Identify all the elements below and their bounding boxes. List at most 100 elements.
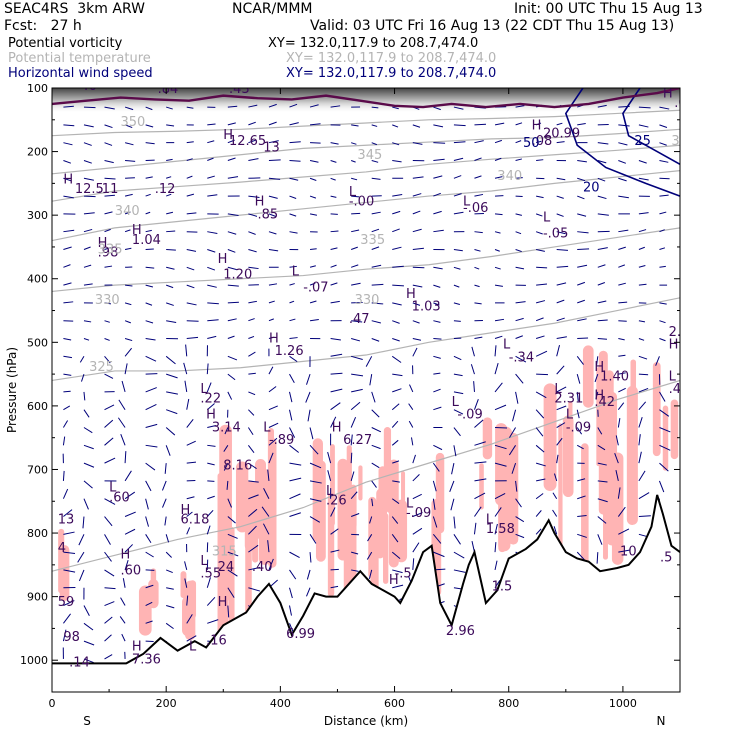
wind-arrow <box>63 338 72 341</box>
wind-arrow <box>186 141 194 144</box>
wind-arrow <box>365 356 373 367</box>
wind-arrow <box>408 403 414 410</box>
pv-shading-cell <box>670 399 679 460</box>
wind-arrow <box>638 387 649 393</box>
wind-arrow <box>83 480 93 489</box>
extremum-label: 6.99 <box>286 627 315 642</box>
wind-arrow <box>659 194 669 197</box>
wind-arrow <box>104 320 110 323</box>
wind-arrow <box>63 301 74 304</box>
wind-arrow <box>62 436 66 446</box>
wind-arrow <box>351 338 361 342</box>
wind-arrow <box>289 427 296 438</box>
y-tick-label: 100 <box>27 82 48 95</box>
wind-arrow <box>104 265 113 268</box>
wind-arrow <box>247 427 254 436</box>
extremum-label: H <box>132 223 142 238</box>
wind-arrow <box>330 300 340 304</box>
wind-arrow <box>63 600 75 606</box>
x-tick-label: 600 <box>384 697 405 710</box>
wind-arrow <box>432 498 436 510</box>
y-tick-label: 600 <box>27 400 48 413</box>
wind-arrow <box>268 452 274 464</box>
extremum-label: .22 <box>200 392 221 407</box>
x-axis-title: Distance (km) <box>324 714 408 728</box>
wind-arrow <box>207 175 215 179</box>
wind-arrow <box>659 142 667 146</box>
wind-arrow <box>166 284 174 289</box>
wind-arrow <box>474 441 486 446</box>
wind-arrow <box>166 106 173 110</box>
wind-arrow <box>412 320 420 324</box>
extremum-label: H <box>132 640 142 655</box>
wind-arrow <box>433 106 441 111</box>
pv-shading-cell <box>189 580 197 619</box>
wind-arrow <box>63 390 71 393</box>
wind-arrow <box>207 444 216 447</box>
extremum-label: L <box>543 211 551 226</box>
wind-arrow <box>145 193 151 197</box>
wind-arrow <box>120 597 126 606</box>
wind-arrow <box>248 318 255 322</box>
wind-arrow <box>638 492 650 500</box>
wind-arrow <box>577 177 586 182</box>
wind-arrow <box>124 491 136 500</box>
isentrope-335 <box>52 170 680 242</box>
wind-arrow <box>268 248 279 252</box>
wind-arrow <box>412 247 424 250</box>
pv-shading-cell <box>337 458 349 561</box>
wind-arrow <box>638 212 649 215</box>
wind-arrow <box>638 320 646 323</box>
model-title: SEAC4RS 3km ARW <box>4 1 145 17</box>
wind-arrow <box>366 551 373 560</box>
wind-arrow <box>223 462 229 471</box>
wind-arrow <box>248 508 258 517</box>
wind-arrow <box>83 320 92 323</box>
wind-arrow <box>63 229 75 233</box>
wind-arrow <box>162 498 167 508</box>
terrain-fill <box>52 494 680 692</box>
contour-value-label: 325 <box>89 360 114 375</box>
wind-arrow <box>268 121 277 126</box>
wind-arrow <box>206 403 215 411</box>
wind-arrow <box>124 559 129 571</box>
wind-arrow <box>124 338 133 342</box>
wind-arrow <box>145 423 158 428</box>
wind-arrow <box>597 104 607 108</box>
wind-arrow <box>120 433 126 446</box>
pv-shading-cell <box>217 472 224 652</box>
pv-shading-cell <box>558 423 563 565</box>
wind-arrow <box>289 122 299 126</box>
wind-arrow <box>556 282 567 286</box>
wind-arrow <box>577 495 586 500</box>
wind-arrow <box>535 444 545 453</box>
wind-arrow <box>104 302 112 305</box>
wind-arrow <box>556 336 567 339</box>
wind-arrow <box>145 620 153 624</box>
wind-arrow <box>494 462 507 467</box>
wind-arrow <box>248 494 259 500</box>
wind-arrow <box>553 473 558 482</box>
extremum-label: .42 <box>594 395 615 410</box>
wind-arrow <box>577 299 585 304</box>
wind-arrow <box>618 142 628 146</box>
extremum-label: 98 <box>63 630 80 645</box>
extremum-label: .60 <box>121 563 142 578</box>
wind-arrow <box>618 372 626 375</box>
contour-value-label: 340 <box>115 204 140 219</box>
wind-arrow <box>494 580 501 589</box>
wind-arrow <box>268 558 274 571</box>
contour-value-label: 315 <box>212 544 237 559</box>
extremum-label: 13 <box>58 513 75 528</box>
x-tick-label: 1000 <box>609 697 637 710</box>
wind-arrow <box>327 470 332 482</box>
wind-arrow <box>576 391 579 402</box>
wind-arrow <box>659 391 666 402</box>
wind-arrow <box>83 160 92 164</box>
pv-shading-cell <box>327 493 335 597</box>
wind-arrow <box>638 177 649 181</box>
wind-arrow <box>392 460 400 464</box>
extremum-label: H <box>206 408 216 423</box>
wind-arrow <box>659 427 671 433</box>
